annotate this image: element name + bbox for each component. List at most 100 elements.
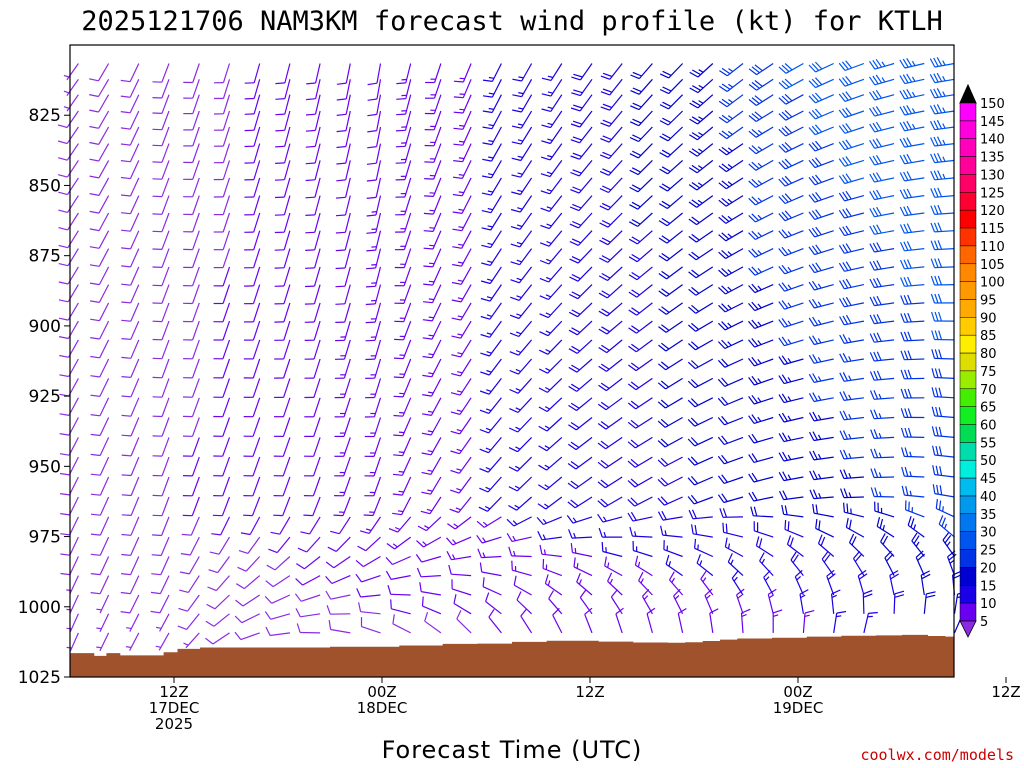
wind-barb (852, 550, 865, 576)
colorbar-segment (959, 442, 977, 461)
wind-barb (453, 94, 472, 114)
wind-barb (584, 607, 593, 634)
wind-barb (604, 556, 623, 577)
wind-barb (718, 143, 744, 156)
wind-barb (687, 358, 714, 370)
wind-barb (658, 339, 683, 352)
wind-barb (213, 302, 231, 323)
wind-barb (365, 320, 382, 342)
wind-barb (748, 283, 774, 294)
wind-barb (58, 177, 79, 196)
wind-barb (748, 110, 774, 123)
wind-barb (335, 302, 351, 323)
wind-barb (243, 456, 261, 477)
wind-barb (213, 195, 231, 216)
wind-barb (213, 476, 231, 497)
wind-barb (508, 496, 532, 511)
wind-barb (512, 94, 533, 113)
wind-barb (152, 126, 170, 147)
wind-barb (568, 377, 593, 392)
wind-barb (424, 143, 442, 163)
wind-barb (244, 63, 261, 84)
wind-barb (704, 588, 714, 615)
wind-barb (839, 449, 864, 460)
wind-barb (446, 536, 472, 546)
wind-barb (929, 72, 955, 84)
wind-barb (244, 143, 261, 164)
wind-barb (152, 248, 170, 268)
y-tick-label: 1000 (18, 598, 61, 618)
wind-barb (152, 79, 170, 99)
wind-barb (570, 543, 593, 558)
wind-barb (748, 338, 774, 348)
wind-barb (244, 195, 261, 216)
wind-barb (152, 302, 170, 323)
wind-barb (629, 195, 653, 210)
wind-barb (151, 536, 170, 557)
wind-barb (869, 260, 895, 271)
wind-barb (66, 632, 79, 652)
colorbar-tick-label: 110 (980, 240, 1005, 255)
wind-barb (688, 159, 714, 174)
wind-barb (540, 143, 563, 161)
wind-barb (423, 266, 442, 286)
wind-barb (722, 522, 744, 538)
wind-barb (273, 456, 291, 477)
wind-barb (421, 596, 442, 615)
wind-barb (90, 456, 110, 476)
wind-barb (748, 230, 774, 241)
wind-barb (569, 195, 593, 212)
wind-barb (66, 594, 79, 614)
wind-barb (90, 378, 110, 397)
wind-barb (599, 230, 623, 246)
wind-barb (480, 339, 502, 357)
wind-barb (393, 397, 412, 417)
wind-barb (96, 632, 110, 652)
wind-barb (598, 527, 623, 538)
wind-barb (630, 94, 653, 111)
wind-barb (538, 436, 563, 452)
wind-barb (839, 352, 864, 363)
wind-barb (234, 631, 260, 641)
wind-barb (58, 160, 79, 178)
wind-barb (155, 632, 170, 651)
wind-barb (275, 110, 291, 132)
wind-barb (930, 187, 955, 198)
wind-barb (358, 602, 381, 615)
wind-barb (213, 212, 231, 233)
wind-barb (665, 554, 683, 577)
y-tick-label: 1025 (18, 668, 61, 688)
wind-barb (325, 556, 351, 569)
wind-barb (869, 332, 895, 343)
wind-barb (718, 126, 744, 140)
wind-barb (451, 320, 472, 339)
wind-barb (778, 210, 804, 222)
colorbar-tick-label: 80 (980, 347, 997, 362)
wind-barb (234, 613, 260, 624)
wind-barb (569, 248, 593, 264)
wind-barb (893, 590, 905, 614)
wind-barb (599, 177, 623, 194)
wind-barb (452, 212, 472, 232)
y-tick-label: 850 (29, 176, 61, 196)
wind-barb (931, 349, 955, 360)
wind-barb (304, 266, 321, 288)
wind-barb (305, 177, 321, 199)
wind-barb (274, 195, 291, 216)
wind-barb (244, 160, 261, 181)
wind-barb (508, 476, 533, 492)
wind-barb (213, 110, 231, 131)
wind-barb (336, 79, 351, 101)
wind-barb (294, 593, 321, 602)
wind-barb (365, 284, 382, 306)
wind-barb (869, 138, 895, 149)
wind-barb (453, 110, 472, 130)
wind-barb (152, 417, 170, 437)
wind-barb (537, 476, 563, 491)
wind-barb (870, 448, 895, 459)
wind-barb (121, 284, 140, 304)
wind-barb (421, 417, 442, 436)
wind-barb (265, 575, 291, 588)
wind-barb (244, 302, 261, 323)
wind-barb (781, 504, 804, 518)
